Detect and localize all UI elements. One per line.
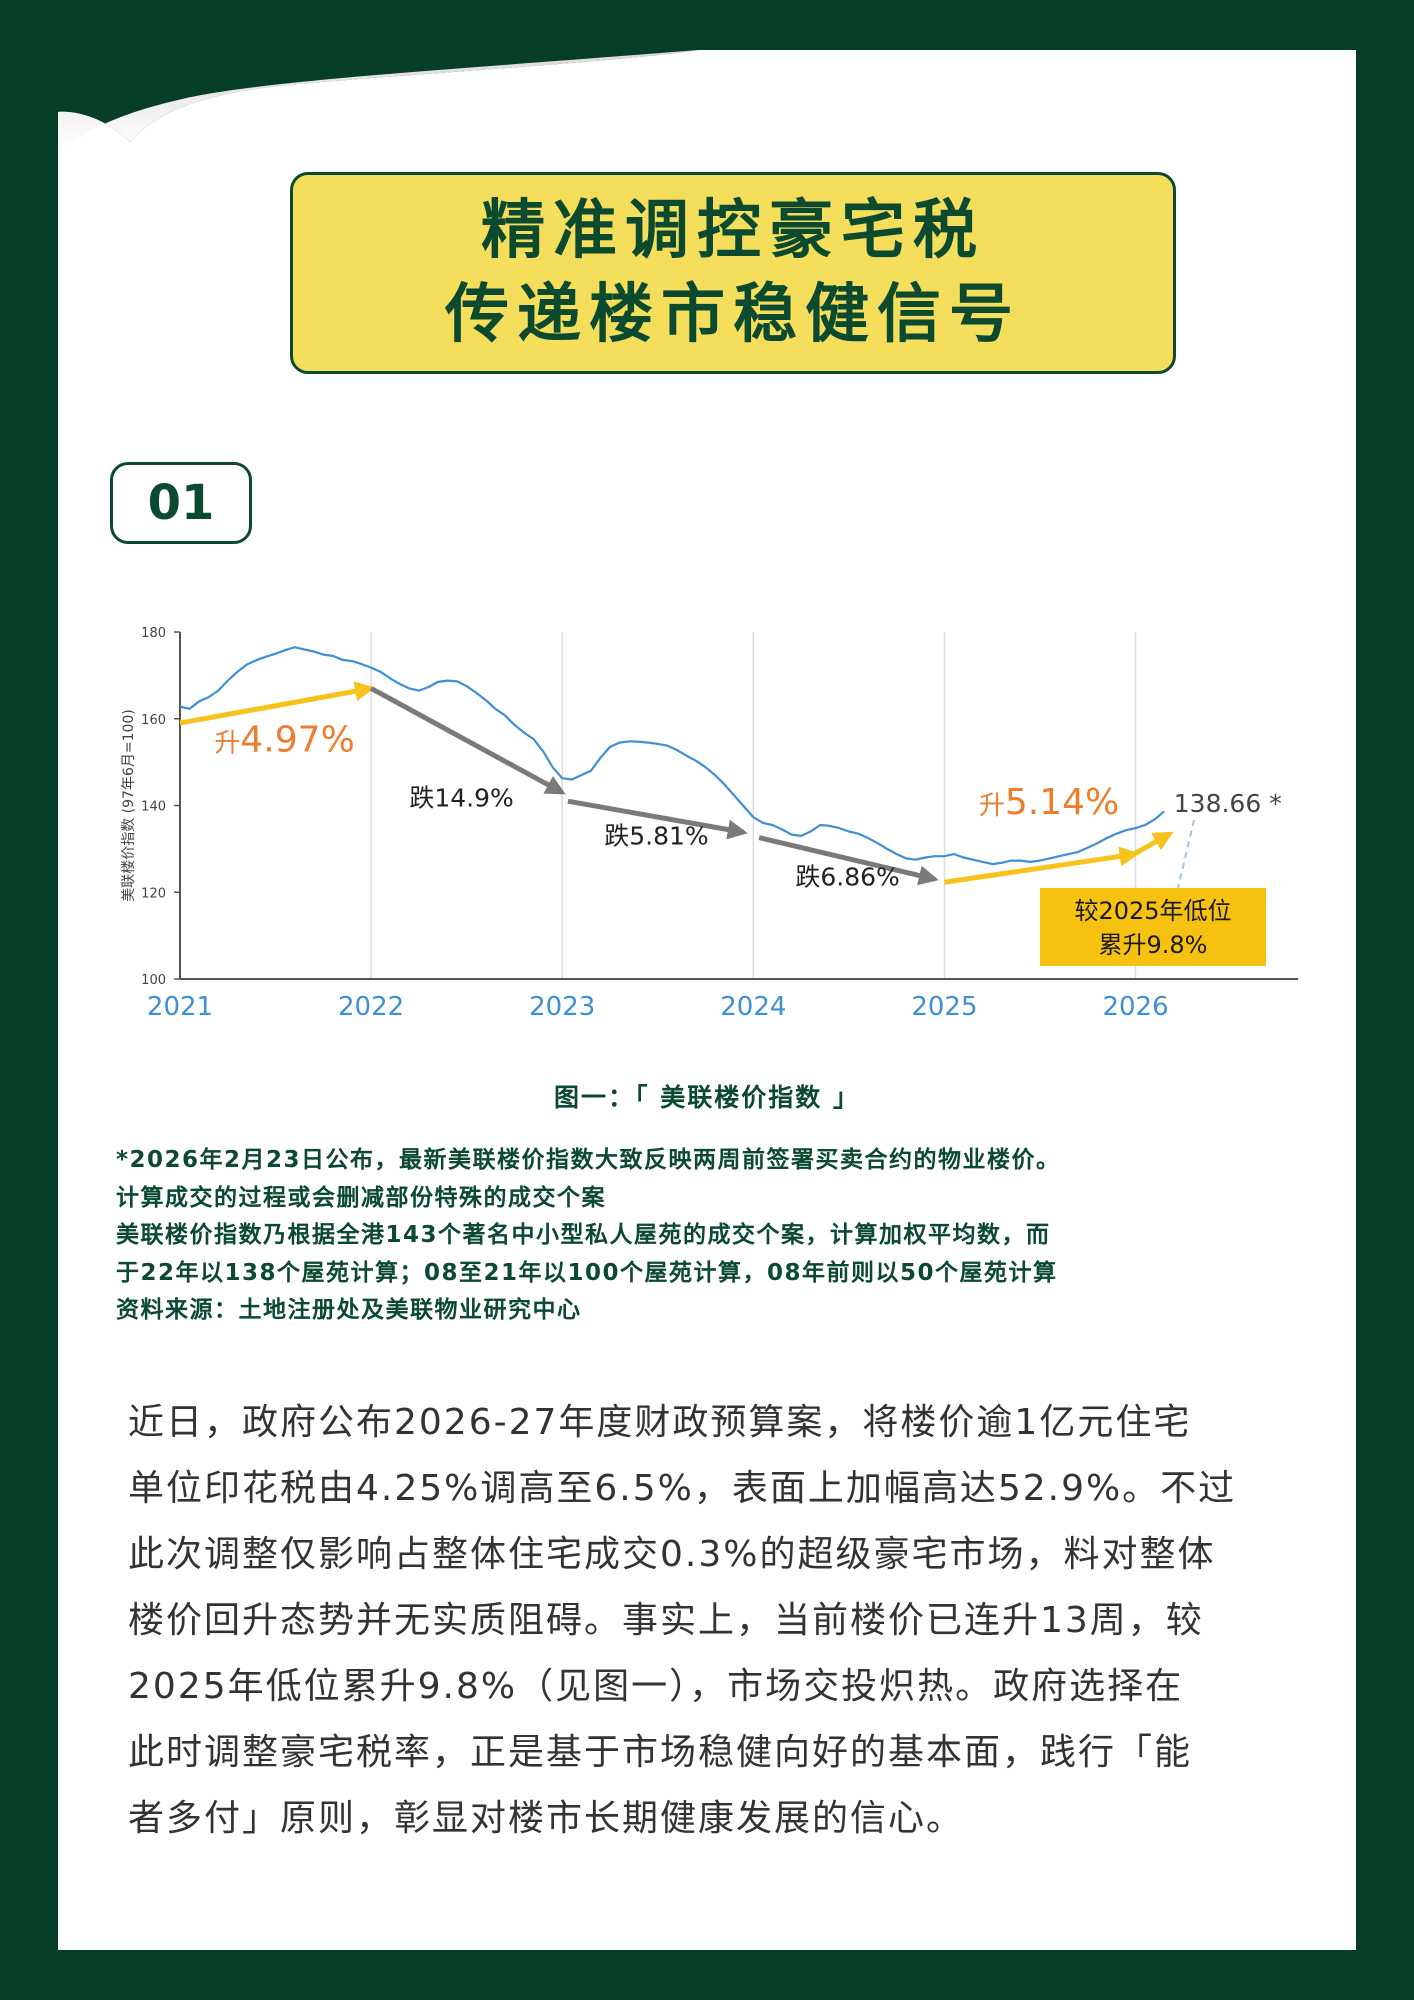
note-line: *2026年2月23日公布，最新美联楼价指数大致反映两周前签署买卖合约的物业楼价… (116, 1147, 1061, 1173)
fall-label-2024: 跌6.86% (795, 863, 899, 892)
fall-arrow (567, 798, 748, 840)
body-line: 楼价回升态势并无实质阻碍。事实上，当前楼价已连升13周，较 (128, 1600, 1204, 1641)
x-tick-label: 2021 (147, 992, 213, 1022)
rise-arrow (1134, 831, 1174, 856)
rise-label-2025-prefix: 升 (979, 791, 1005, 821)
rise-label-2021-value: 4.97% (240, 719, 354, 760)
note-line: 美联楼价指数乃根据全港143个著名中小型私人屋苑的成交个案，计算加权平均数，而 (116, 1222, 1051, 1248)
body-line: 单位印花税由4.25%调高至6.5%，表面上加幅高达52.9%。不过 (128, 1468, 1237, 1509)
title-line-2: 传递楼市稳健信号 (445, 278, 1021, 352)
callout-line-1: 较2025年低位 (1074, 897, 1231, 925)
fall-arrow (369, 686, 566, 795)
y-axis-label: 美联楼价指数 (97年6月=100) (121, 709, 137, 902)
callout-leader (1177, 819, 1195, 889)
x-tick-label: 2024 (720, 992, 786, 1022)
body-line: 2025年低位累升9.8%（见图一），市场交投炽热。政府选择在 (128, 1666, 1184, 1707)
callout-line-2: 累升9.8% (1099, 931, 1208, 959)
callout-box (1040, 888, 1266, 966)
chart-caption: 图一：「 美联楼价指数 」 (554, 1083, 860, 1112)
rise-label-2025-value: 5.14% (1005, 782, 1119, 823)
fall-arrow (758, 835, 939, 886)
note-line: 于22年以138个屋苑计算；08至21年以100个屋苑计算，08年前则以50个屋… (116, 1259, 1058, 1286)
rise-label-2021: 升4.97% (214, 719, 354, 760)
body-line: 近日，政府公布2026-27年度财政预算案，将楼价逾1亿元住宅 (128, 1402, 1192, 1443)
price-index-line (179, 646, 1165, 866)
price-index-chart: 2021 2022 2023 2024 2025 2026 100 120 140 160 180 美… (121, 626, 1298, 1022)
rise-arrow (179, 681, 376, 726)
x-tick-label: 2022 (338, 992, 404, 1022)
note-line: 资料来源：土地注册处及美联物业研究中心 (116, 1297, 582, 1323)
body-line: 此时调整豪宅税率，正是基于市场稳健向好的基本面，践行「能 (128, 1732, 1193, 1773)
last-value-label: 138.66 * (1174, 789, 1282, 818)
section-number-badge: 01 (110, 462, 252, 544)
x-tick-label: 2025 (911, 992, 977, 1022)
chart-notes: *2026年2月23日公布，最新美联楼价指数大致反映两周前签署买卖合约的物业楼价… (116, 1142, 1306, 1330)
body-line: 者多付」原则，彰显对楼市长期健康发展的信心。 (128, 1798, 965, 1839)
y-tick-label: 180 (141, 626, 166, 641)
x-tick-label: 2026 (1102, 992, 1168, 1022)
y-tick-label: 140 (141, 800, 166, 815)
rise-label-2025: 升5.14% (979, 782, 1119, 823)
title-line-1: 精准调控豪宅税 (481, 194, 985, 268)
y-tick-label: 100 (141, 973, 166, 988)
fall-label-2023: 跌5.81% (604, 822, 708, 851)
note-line: 计算成交的过程或会删减部份特殊的成交个案 (116, 1184, 606, 1211)
body-line: 此次调整仅影响占整体住宅成交0.3%的超级豪宅市场，料对整体 (128, 1534, 1216, 1575)
article-body: 近日，政府公布2026-27年度财政预算案，将楼价逾1亿元住宅 单位印花税由4.… (128, 1390, 1298, 1852)
title-banner: 精准调控豪宅税 传递楼市稳健信号 (290, 172, 1176, 374)
fall-label-2022: 跌14.9% (409, 783, 513, 812)
y-tick-label: 160 (141, 713, 166, 728)
rise-label-2021-prefix: 升 (214, 728, 240, 758)
rise-arrow (944, 846, 1140, 885)
page-curl (58, 50, 698, 150)
y-tick-label: 120 (141, 886, 166, 901)
x-tick-label: 2023 (529, 992, 595, 1022)
